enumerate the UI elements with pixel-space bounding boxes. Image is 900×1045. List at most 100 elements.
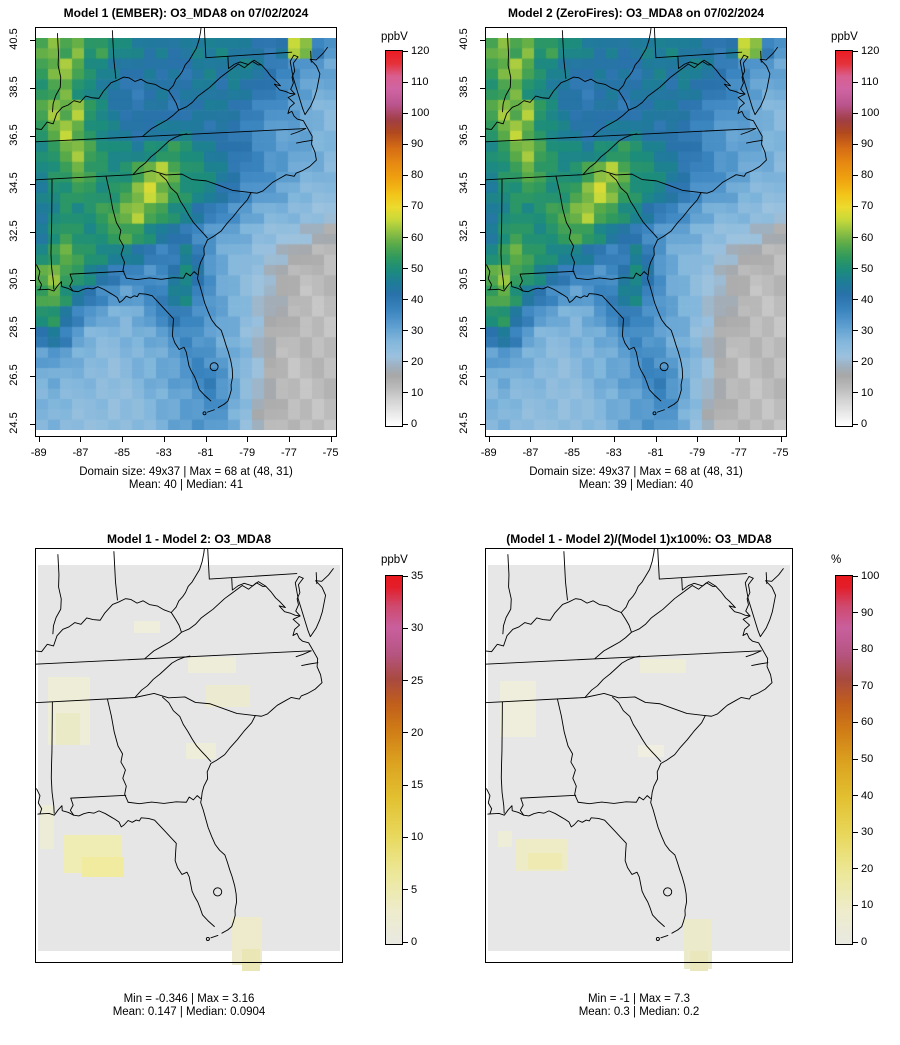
- colorbar-tick-label: 0: [861, 418, 868, 430]
- colorbar-unit-label: ppbV: [381, 554, 408, 566]
- y-axis-tick-label: 38.5: [8, 76, 20, 98]
- colorbar-tick: [403, 174, 408, 176]
- caption-line1: Domain size: 49x37 | Max = 68 at (48, 31…: [79, 466, 293, 478]
- x-axis-tick-label: -83: [605, 447, 622, 459]
- colorbar-tick-label: 30: [861, 826, 874, 839]
- colorbar-tick-label: 80: [861, 169, 874, 182]
- colorbar-tick: [853, 904, 858, 906]
- colorbar-tick: [403, 205, 408, 207]
- colorbar-tick-label: 120: [861, 45, 880, 57]
- diff-patch: [690, 951, 708, 971]
- x-axis-tick: [122, 437, 124, 442]
- x-axis-tick: [655, 437, 657, 442]
- colorbar-tick-label: 40: [861, 293, 874, 306]
- y-axis-tick-label: 26.5: [458, 364, 470, 386]
- y-axis-tick: [480, 136, 485, 137]
- colorbar-tick-label: 35: [411, 570, 424, 582]
- colorbar-tick-label: 40: [861, 789, 874, 802]
- colorbar-tick: [403, 575, 408, 577]
- colorbar-tick: [853, 237, 858, 238]
- y-axis-tick: [30, 328, 35, 329]
- x-axis-tick-label: -79: [689, 447, 706, 459]
- y-axis-tick-label: 24.5: [458, 412, 470, 434]
- colorbar-tick-label: 60: [411, 231, 424, 244]
- x-axis-tick-label: -81: [197, 447, 214, 459]
- panel-title: Model 2 (ZeroFires): O3_MDA8 on 07/02/20…: [507, 6, 765, 20]
- plot-frame: [35, 548, 343, 963]
- y-axis-tick-label: 36.5: [8, 124, 20, 146]
- y-axis-tick: [30, 40, 35, 41]
- colorbar-unit-label: ppbV: [831, 31, 858, 43]
- x-axis-tick-label: -87: [522, 447, 539, 459]
- colorbar-tick: [853, 868, 858, 870]
- colorbar-tick-label: 20: [861, 355, 874, 368]
- colorbar-tick: [853, 330, 858, 332]
- caption-line2: Mean: 0.147 | Median: 0.0904: [112, 1006, 266, 1018]
- colorbar-tick: [403, 392, 408, 394]
- x-axis-tick: [330, 437, 332, 442]
- colorbar-tick-label: 10: [861, 899, 874, 912]
- panel-title: (Model 1 - Model 2)/(Model 1)x100%: O3_M…: [506, 532, 772, 546]
- diff-patch: [56, 713, 80, 745]
- colorbar-tick: [853, 81, 858, 83]
- y-axis-tick-label: 28.5: [458, 316, 470, 338]
- x-axis-tick: [80, 437, 82, 442]
- colorbar-tick: [403, 143, 408, 145]
- colorbar-tick: [853, 721, 858, 723]
- caption-line1: Min = -0.346 | Max = 3.16: [123, 993, 255, 1005]
- colorbar: [835, 50, 853, 427]
- colorbar-tick-label: 90: [861, 138, 874, 151]
- y-axis-tick: [30, 280, 35, 281]
- colorbar-tick: [853, 795, 858, 797]
- x-axis-tick: [163, 437, 165, 442]
- colorbar-tick: [403, 112, 408, 114]
- x-axis-tick: [572, 437, 574, 442]
- colorbar-tick: [853, 143, 858, 145]
- colorbar-tick-label: 100: [861, 107, 880, 120]
- colorbar-tick: [853, 392, 858, 394]
- y-axis-tick-label: 36.5: [458, 124, 470, 146]
- colorbar-tick-label: 25: [411, 674, 424, 687]
- colorbar-tick: [403, 836, 408, 838]
- colorbar-tick-label: 10: [861, 386, 874, 399]
- x-axis-tick-label: -75: [322, 447, 339, 459]
- colorbar-tick: [853, 112, 858, 114]
- y-axis-tick: [480, 280, 485, 281]
- x-axis-tick-label: -89: [480, 447, 497, 459]
- colorbar-tick-label: 110: [411, 76, 429, 89]
- x-axis-tick: [38, 437, 40, 442]
- colorbar-tick: [403, 627, 408, 629]
- colorbar-tick-label: 50: [861, 753, 874, 765]
- plot-frame: [485, 548, 793, 963]
- colorbar-tick-label: 110: [861, 76, 879, 89]
- colorbar-tick: [853, 361, 858, 363]
- x-axis-tick: [530, 437, 532, 442]
- colorbar-tick: [403, 423, 408, 425]
- colorbar: [385, 50, 403, 427]
- colorbar-tick: [853, 205, 858, 207]
- y-axis-tick-label: 26.5: [8, 364, 20, 386]
- colorbar-tick-label: 120: [411, 45, 430, 57]
- x-axis-tick: [738, 437, 740, 442]
- colorbar-tick-label: 30: [861, 324, 874, 337]
- panel-model1: Model 1 (EMBER): O3_MDA8 on 07/02/2024 4…: [0, 0, 450, 522]
- colorbar-tick: [403, 889, 408, 891]
- x-axis-tick: [780, 437, 782, 442]
- y-axis-tick: [480, 40, 485, 41]
- colorbar-tick: [853, 648, 858, 650]
- colorbar-tick: [403, 941, 408, 943]
- caption-line2: Mean: 39 | Median: 40: [578, 479, 694, 491]
- colorbar-tick: [403, 330, 408, 332]
- y-axis-tick-label: 30.5: [458, 268, 470, 290]
- x-axis-tick-label: -77: [280, 447, 297, 459]
- panel-pctdiff: (Model 1 - Model 2)/(Model 1)x100%: O3_M…: [450, 522, 900, 1045]
- colorbar-tick-label: 100: [411, 107, 430, 120]
- y-axis-tick-label: 24.5: [8, 412, 20, 434]
- x-axis-tick-label: -85: [564, 447, 581, 459]
- colorbar-tick-label: 20: [411, 355, 424, 368]
- colorbar-unit-label: ppbV: [381, 31, 408, 43]
- y-axis-tick: [480, 232, 485, 233]
- colorbar-tick: [403, 237, 408, 238]
- colorbar-tick-label: 20: [411, 726, 424, 739]
